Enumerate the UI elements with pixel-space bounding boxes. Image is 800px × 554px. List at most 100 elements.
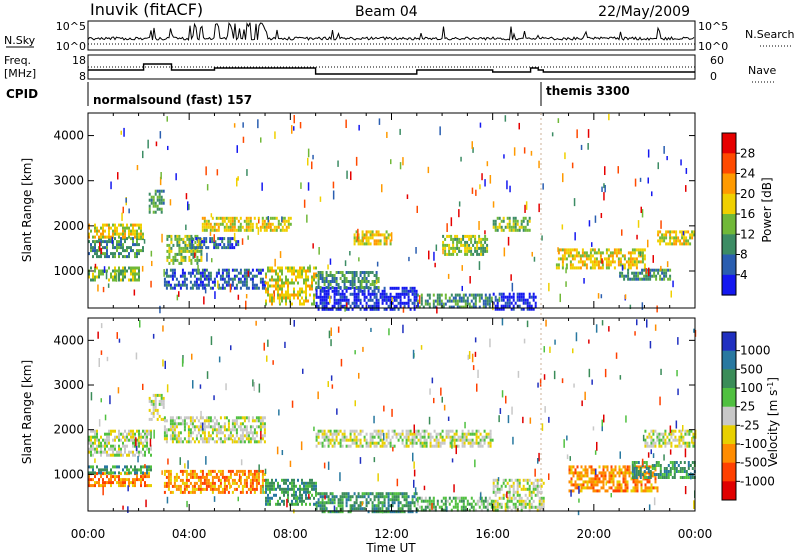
data-cell bbox=[319, 286, 322, 289]
data-cell bbox=[140, 249, 142, 253]
data-cell bbox=[670, 429, 673, 433]
data-cell bbox=[140, 465, 142, 469]
data-cell bbox=[582, 480, 585, 484]
data-cell bbox=[393, 495, 396, 499]
data-cell bbox=[165, 434, 168, 438]
data-cell bbox=[478, 293, 481, 297]
data-cell bbox=[643, 461, 646, 464]
data-cell bbox=[114, 232, 116, 236]
data-cell bbox=[355, 292, 358, 296]
data-cell bbox=[251, 274, 254, 278]
data-cell bbox=[305, 496, 307, 500]
data-cell bbox=[512, 219, 515, 223]
data-cell bbox=[349, 304, 352, 308]
data-cell bbox=[94, 432, 96, 436]
data-cell bbox=[275, 272, 277, 276]
data-cell bbox=[512, 490, 515, 494]
data-cell bbox=[584, 486, 587, 490]
data-cell bbox=[375, 307, 378, 311]
data-cell bbox=[231, 422, 234, 426]
data-cell bbox=[586, 468, 589, 472]
data-cell bbox=[108, 266, 110, 270]
data-cell bbox=[622, 474, 625, 478]
data-cell bbox=[313, 481, 315, 485]
data-cell bbox=[375, 239, 378, 243]
data-cell bbox=[353, 283, 356, 286]
data-cell bbox=[116, 229, 118, 233]
data-cell bbox=[587, 257, 590, 261]
data-cell bbox=[413, 432, 416, 436]
data-cell bbox=[110, 475, 112, 479]
data-cell bbox=[484, 496, 487, 500]
data-cell bbox=[223, 422, 226, 426]
data-cell bbox=[265, 290, 267, 294]
data-cell bbox=[665, 476, 668, 479]
data-cell bbox=[365, 295, 368, 299]
data-cell bbox=[445, 435, 448, 439]
data-cell bbox=[301, 493, 303, 497]
data-cell bbox=[573, 257, 576, 261]
data-cell bbox=[476, 240, 479, 244]
data-cell bbox=[152, 210, 155, 214]
data-cell bbox=[647, 470, 650, 473]
data-cell bbox=[257, 481, 260, 485]
data-cell bbox=[134, 269, 136, 273]
data-cell bbox=[196, 255, 199, 259]
data-cell bbox=[557, 263, 560, 267]
data-cell bbox=[416, 508, 419, 512]
echo-mark bbox=[105, 272, 108, 280]
data-cell bbox=[673, 476, 676, 479]
data-cell bbox=[496, 301, 499, 305]
data-cell bbox=[471, 441, 474, 445]
data-cell bbox=[530, 505, 533, 509]
data-cell bbox=[596, 474, 599, 478]
data-cell bbox=[365, 492, 368, 496]
data-cell bbox=[190, 234, 193, 238]
data-cell bbox=[405, 444, 408, 448]
data-cell bbox=[315, 501, 318, 505]
data-cell bbox=[627, 271, 630, 275]
data-cell bbox=[421, 429, 424, 433]
data-cell bbox=[100, 435, 102, 439]
data-cell bbox=[98, 478, 100, 482]
data-cell bbox=[371, 289, 374, 293]
data-cell bbox=[177, 283, 180, 287]
data-cell bbox=[118, 432, 120, 436]
data-cell bbox=[661, 473, 664, 476]
data-cell bbox=[673, 239, 676, 243]
data-cell bbox=[470, 496, 473, 500]
data-cell bbox=[122, 278, 124, 282]
data-cell bbox=[472, 499, 475, 503]
data-cell bbox=[508, 295, 511, 299]
data-cell bbox=[179, 487, 182, 491]
data-cell bbox=[271, 496, 273, 500]
data-cell bbox=[540, 496, 543, 500]
data-cell bbox=[490, 499, 493, 503]
data-cell bbox=[136, 235, 138, 239]
data-cell bbox=[221, 472, 224, 476]
data-cell bbox=[391, 435, 394, 439]
data-cell bbox=[126, 465, 128, 469]
data-cell bbox=[301, 272, 303, 276]
data-cell bbox=[333, 277, 336, 280]
data-cell bbox=[169, 425, 172, 429]
data-cell bbox=[253, 419, 256, 423]
data-cell bbox=[377, 304, 380, 308]
data-cell bbox=[114, 246, 116, 250]
data-cell bbox=[251, 481, 254, 485]
data-cell bbox=[387, 298, 390, 302]
data-cell bbox=[243, 268, 246, 272]
echo-mark bbox=[542, 183, 544, 190]
data-cell bbox=[118, 255, 120, 259]
data-cell bbox=[215, 228, 218, 232]
data-cell bbox=[191, 283, 194, 287]
data-cell bbox=[106, 435, 108, 439]
data-cell bbox=[237, 416, 240, 420]
data-cell bbox=[604, 471, 607, 475]
data-cell bbox=[235, 274, 238, 278]
data-cell bbox=[138, 252, 140, 256]
data-cell bbox=[480, 252, 483, 256]
data-cell bbox=[341, 498, 344, 502]
echo-mark bbox=[561, 224, 564, 230]
data-cell bbox=[331, 444, 334, 448]
